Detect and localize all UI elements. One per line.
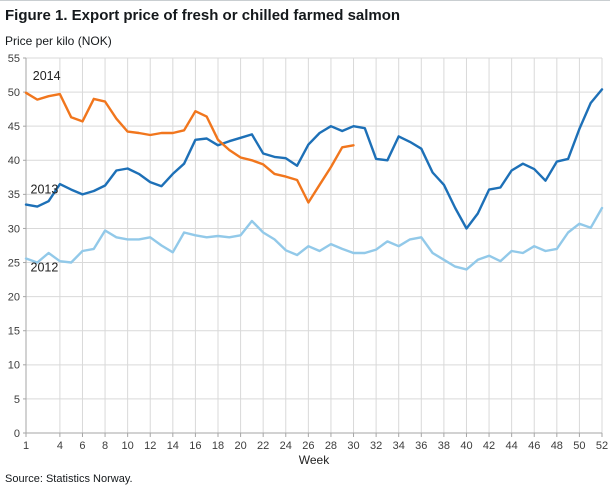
x-tick-label: 10 xyxy=(122,440,134,452)
series-label-2014: 2014 xyxy=(33,69,61,83)
x-tick-label: 32 xyxy=(370,440,382,452)
x-axis-title: Week xyxy=(299,453,330,466)
x-tick-label: 14 xyxy=(167,440,179,452)
y-tick-label: 30 xyxy=(8,223,20,235)
x-tick-label: 44 xyxy=(506,440,518,452)
series-line-2014 xyxy=(24,91,355,204)
figure-title: Figure 1. Export price of fresh or chill… xyxy=(5,7,401,24)
x-tick-label: 8 xyxy=(102,440,108,452)
x-tick-label: 22 xyxy=(257,440,269,452)
x-tick-label: 18 xyxy=(212,440,224,452)
x-tick-label: 12 xyxy=(144,440,156,452)
x-tick-label: 30 xyxy=(347,440,359,452)
source-note: Source: Statistics Norway. xyxy=(5,473,133,485)
series-line-2013 xyxy=(24,88,604,230)
series-line-2012 xyxy=(24,206,604,271)
x-tick-label: 34 xyxy=(393,440,405,452)
y-tick-label: 35 xyxy=(8,189,20,201)
x-tick-label: 48 xyxy=(551,440,563,452)
y-tick-label: 40 xyxy=(8,155,20,167)
x-tick-label: 6 xyxy=(79,440,85,452)
x-tick-label: 52 xyxy=(596,440,608,452)
x-tick-label: 4 xyxy=(57,440,63,452)
y-tick-label: 20 xyxy=(8,291,20,303)
y-tick-label: 25 xyxy=(8,257,20,269)
y-tick-label: 50 xyxy=(8,87,20,99)
y-tick-label: 45 xyxy=(8,121,20,133)
x-tick-label: 36 xyxy=(415,440,427,452)
x-tick-label: 16 xyxy=(189,440,201,452)
y-tick-label: 10 xyxy=(8,360,20,372)
y-tick-label: 0 xyxy=(14,428,20,440)
series-label-2012: 2012 xyxy=(31,261,59,275)
x-tick-label: 24 xyxy=(280,440,292,452)
x-tick-label: 50 xyxy=(573,440,585,452)
x-tick-label: 1 xyxy=(23,440,29,452)
y-tick-label: 55 xyxy=(8,53,20,65)
y-axis-unit-label: Price per kilo (NOK) xyxy=(5,34,112,48)
x-tick-label: 26 xyxy=(302,440,314,452)
x-tick-label: 38 xyxy=(438,440,450,452)
series-label-2013: 2013 xyxy=(31,182,59,196)
x-tick-label: 40 xyxy=(460,440,472,452)
y-tick-label: 5 xyxy=(14,394,20,406)
x-tick-label: 28 xyxy=(325,440,337,452)
x-tick-label: 20 xyxy=(234,440,246,452)
x-tick-label: 46 xyxy=(528,440,540,452)
x-tick-label: 42 xyxy=(483,440,495,452)
y-tick-label: 15 xyxy=(8,326,20,338)
